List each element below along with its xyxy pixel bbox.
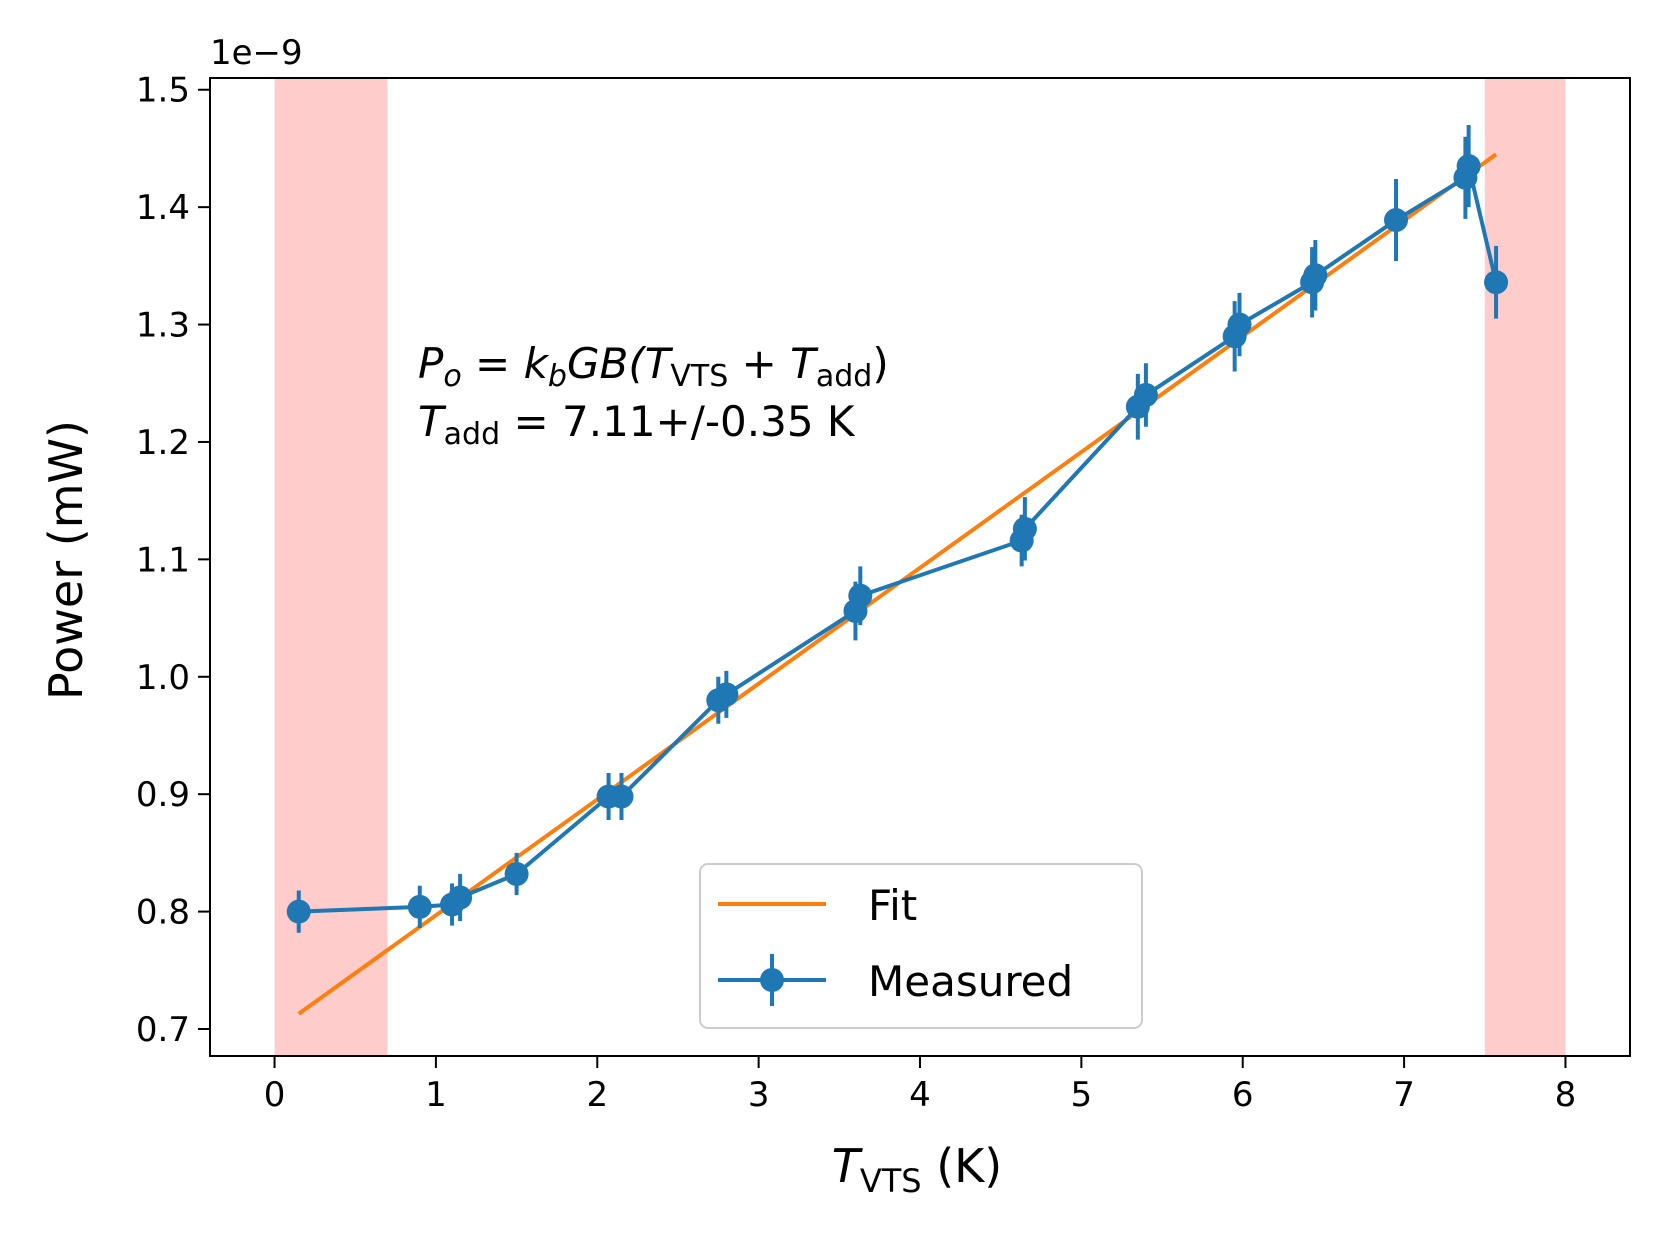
y-tick-label-3: 1.0: [136, 658, 190, 698]
legend-measured-swatch-marker: [760, 968, 784, 992]
measured-point-1: [407, 894, 432, 919]
x-tick-label-3: 3: [748, 1075, 770, 1115]
annotation-equation: Po = kbGB(TVTS + Tadd): [418, 339, 889, 394]
measured-point-12: [1012, 516, 1037, 541]
legend: Fit Measured: [699, 863, 1143, 1029]
annot-k: k: [524, 339, 550, 388]
x-tick-label-6: 6: [1232, 1075, 1254, 1115]
y-tick-label-0: 0.7: [136, 1010, 190, 1050]
y-offset-label: 1e−9: [210, 33, 303, 73]
annot-close: ): [872, 339, 888, 388]
y-tick-label-2: 0.9: [136, 775, 190, 815]
plot-frame: [209, 77, 1631, 1057]
measured-point-18: [1303, 263, 1328, 288]
y-tick-label-7: 1.4: [136, 188, 190, 228]
x-axis-label-main: T: [832, 1139, 864, 1193]
annot-plus: +: [728, 339, 790, 388]
measured-point-6: [609, 784, 634, 809]
shaded-region-1: [1484, 78, 1566, 1056]
measured-point-4: [504, 862, 529, 887]
x-tick-label-2: 2: [586, 1075, 608, 1115]
x-axis-ticks: 0 1 2 3 4 5 6 7 8: [264, 1056, 1577, 1115]
annot-T2: T: [790, 339, 819, 388]
x-tick-label-0: 0: [264, 1075, 286, 1115]
y-axis-ticks: 0.7 0.8 0.9 1.0 1.1 1.2 1.3 1.4 1.5: [136, 71, 210, 1050]
x-tick-label-5: 5: [1071, 1075, 1093, 1115]
plot-series: [286, 124, 1509, 1016]
annot-GB: GB(: [567, 339, 646, 388]
x-axis-label: TVTS (K): [832, 1139, 1003, 1200]
legend-fit-label: Fit: [868, 881, 917, 930]
annot-add: add: [816, 359, 872, 394]
shaded-region-0: [274, 78, 388, 1056]
x-axis-label-suffix: (K): [922, 1139, 1003, 1193]
measured-point-3: [448, 885, 473, 910]
y-tick-label-1: 0.8: [136, 893, 190, 933]
measured-point-16: [1227, 312, 1252, 337]
y-tick-label-4: 1.1: [136, 540, 190, 580]
measured-point-14: [1133, 382, 1158, 407]
x-tick-label-4: 4: [909, 1075, 931, 1115]
measured-point-0: [286, 899, 311, 924]
y-tick-label-8: 1.5: [136, 71, 190, 111]
annot-eq: =: [462, 339, 524, 388]
x-tick-label-7: 7: [1393, 1075, 1415, 1115]
measured-point-8: [714, 682, 739, 707]
x-tick-label-8: 8: [1555, 1075, 1577, 1115]
annot2-T: T: [418, 397, 447, 446]
x-axis-label-sub: VTS: [860, 1162, 922, 1200]
annot-T1: T: [645, 339, 674, 388]
annot-vts: VTS: [670, 359, 728, 394]
measured-point-10: [848, 583, 873, 608]
annot2-add: add: [444, 417, 500, 452]
annot-P: P: [418, 339, 444, 388]
measured-point-19: [1384, 208, 1409, 233]
x-tick-label-1: 1: [425, 1075, 447, 1115]
y-axis-label: Power (mW): [39, 420, 93, 700]
annot-o: o: [443, 359, 461, 394]
annot-b: b: [548, 359, 567, 394]
annot2-value: = 7.11+/-0.35 K: [500, 397, 856, 446]
measured-point-21: [1456, 154, 1481, 179]
shaded-regions: [274, 78, 1566, 1056]
measured-point-22: [1484, 270, 1509, 295]
annotation-result: Tadd = 7.11+/-0.35 K: [418, 397, 856, 452]
legend-measured-label: Measured: [868, 957, 1073, 1006]
y-tick-label-6: 1.3: [136, 306, 190, 346]
y-tick-label-5: 1.2: [136, 423, 190, 463]
